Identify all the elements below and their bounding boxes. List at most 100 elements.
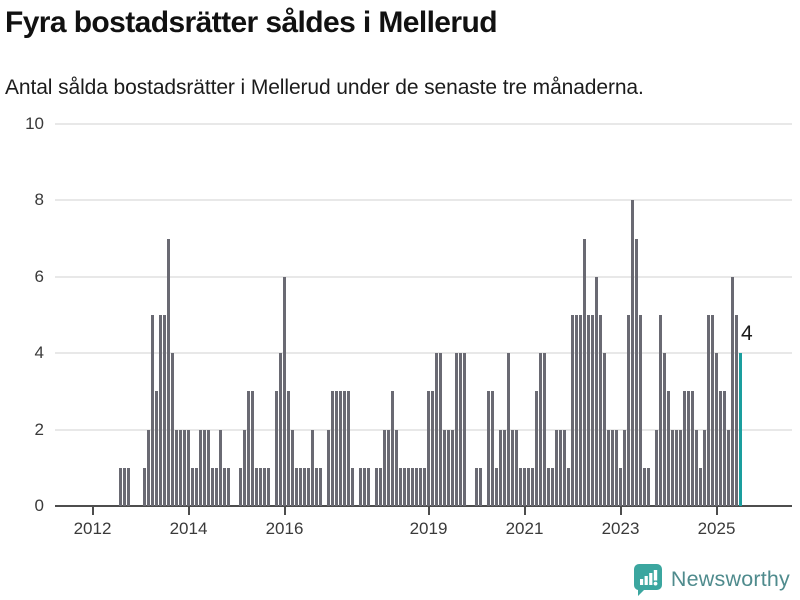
bar — [635, 238, 638, 506]
bar — [719, 391, 722, 506]
bar — [243, 429, 246, 506]
bar — [387, 429, 390, 506]
x-tick-label: 2023 — [601, 519, 640, 538]
bar — [427, 391, 430, 506]
bar — [167, 238, 170, 506]
gridline — [55, 123, 792, 125]
bar — [735, 315, 738, 506]
bar — [567, 467, 570, 506]
bar — [683, 391, 686, 506]
bar — [119, 467, 122, 506]
bar — [351, 467, 354, 506]
bar — [263, 467, 266, 506]
x-tick-label: 2019 — [409, 519, 448, 538]
bar — [375, 467, 378, 506]
bar — [295, 467, 298, 506]
y-axis-label: 6 — [34, 266, 44, 286]
bar — [715, 353, 718, 506]
gridline — [55, 352, 792, 355]
bar — [511, 429, 514, 506]
x-tick-label: 2016 — [265, 519, 304, 538]
bar — [439, 353, 442, 506]
bar — [503, 429, 506, 506]
bar — [455, 353, 458, 506]
bar — [603, 353, 606, 506]
x-tick-label: 2014 — [169, 519, 208, 538]
bar — [563, 429, 566, 506]
x-tick — [715, 507, 718, 515]
bar — [199, 429, 202, 506]
bar — [347, 391, 350, 506]
bar — [655, 429, 658, 506]
bar — [535, 391, 538, 506]
bar — [179, 429, 182, 506]
bar — [591, 315, 594, 506]
x-tick-label: 2021 — [505, 519, 544, 538]
bar — [143, 467, 146, 506]
newsworthy-logo: Newsworthy — [633, 562, 790, 596]
bar — [507, 353, 510, 506]
bar — [431, 391, 434, 506]
bar — [391, 391, 394, 506]
bar — [407, 467, 410, 506]
bar — [527, 467, 530, 506]
bar — [299, 467, 302, 506]
bar — [395, 429, 398, 506]
bar — [203, 429, 206, 506]
bar — [339, 391, 342, 506]
y-axis-label: 4 — [34, 343, 44, 363]
bar — [599, 315, 602, 506]
y-axis-label: 2 — [34, 419, 44, 439]
x-tick — [91, 507, 94, 515]
bar — [275, 391, 278, 506]
page-title: Fyra bostadsrätter såldes i Mellerud — [5, 6, 498, 39]
bar — [679, 429, 682, 506]
bar — [447, 429, 450, 506]
bar — [575, 315, 578, 506]
bar — [519, 467, 522, 506]
bar — [287, 391, 290, 506]
bar — [219, 429, 222, 506]
x-tick — [187, 507, 190, 515]
bar — [399, 467, 402, 506]
bar — [723, 391, 726, 506]
bar — [291, 429, 294, 506]
bar — [543, 353, 546, 506]
bar — [515, 429, 518, 506]
bar — [675, 429, 678, 506]
bar — [171, 353, 174, 506]
bar — [487, 391, 490, 506]
bar — [623, 429, 626, 506]
bar — [411, 467, 414, 506]
bar — [331, 391, 334, 506]
bar — [647, 467, 650, 506]
bar — [571, 315, 574, 506]
bar — [443, 429, 446, 506]
bar — [211, 467, 214, 506]
gridline — [55, 275, 792, 278]
bar — [583, 238, 586, 506]
bar — [659, 315, 662, 506]
bar — [475, 467, 478, 506]
bar — [379, 467, 382, 506]
bar — [383, 429, 386, 506]
bar — [423, 467, 426, 506]
gridline — [55, 428, 792, 431]
bar — [283, 276, 286, 506]
bar — [319, 467, 322, 506]
x-tick — [427, 507, 430, 515]
bar — [667, 391, 670, 506]
page-subtitle: Antal sålda bostadsrätter i Mellerud und… — [5, 76, 644, 99]
bar — [315, 467, 318, 506]
y-axis-label: 10 — [25, 114, 44, 133]
bar — [159, 315, 162, 506]
bar — [695, 429, 698, 506]
bar — [279, 353, 282, 506]
bar — [531, 467, 534, 506]
bar — [147, 429, 150, 506]
bar — [547, 467, 550, 506]
bar — [595, 276, 598, 506]
bar — [335, 391, 338, 506]
bar — [479, 467, 482, 506]
